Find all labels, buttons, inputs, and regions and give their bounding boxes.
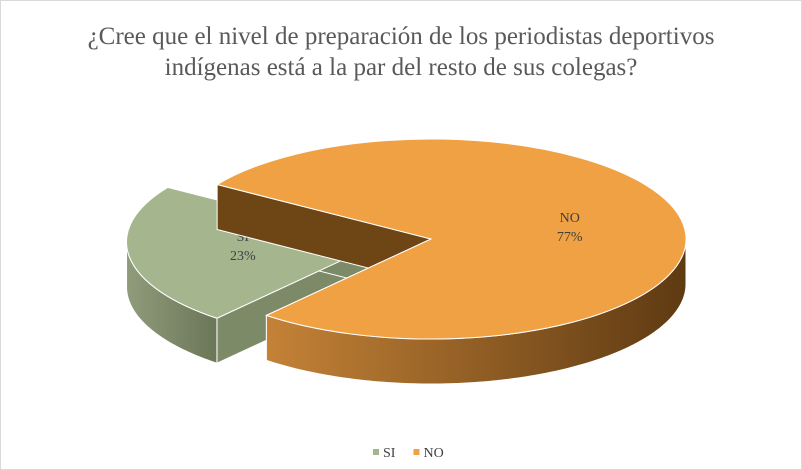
data-label-name: NO [560,211,580,226]
slice-top [215,138,687,340]
legend-label: SI [383,446,396,461]
legend-swatch [413,449,420,455]
legend-swatch [373,449,379,455]
data-label: 77% [557,230,583,245]
slice-top [126,186,384,319]
pie-slice [215,138,687,385]
data-label: 23% [230,249,256,264]
chart-title: ¿Cree que el nivel de preparación de los… [87,23,715,81]
legend-label: NO [423,446,443,461]
